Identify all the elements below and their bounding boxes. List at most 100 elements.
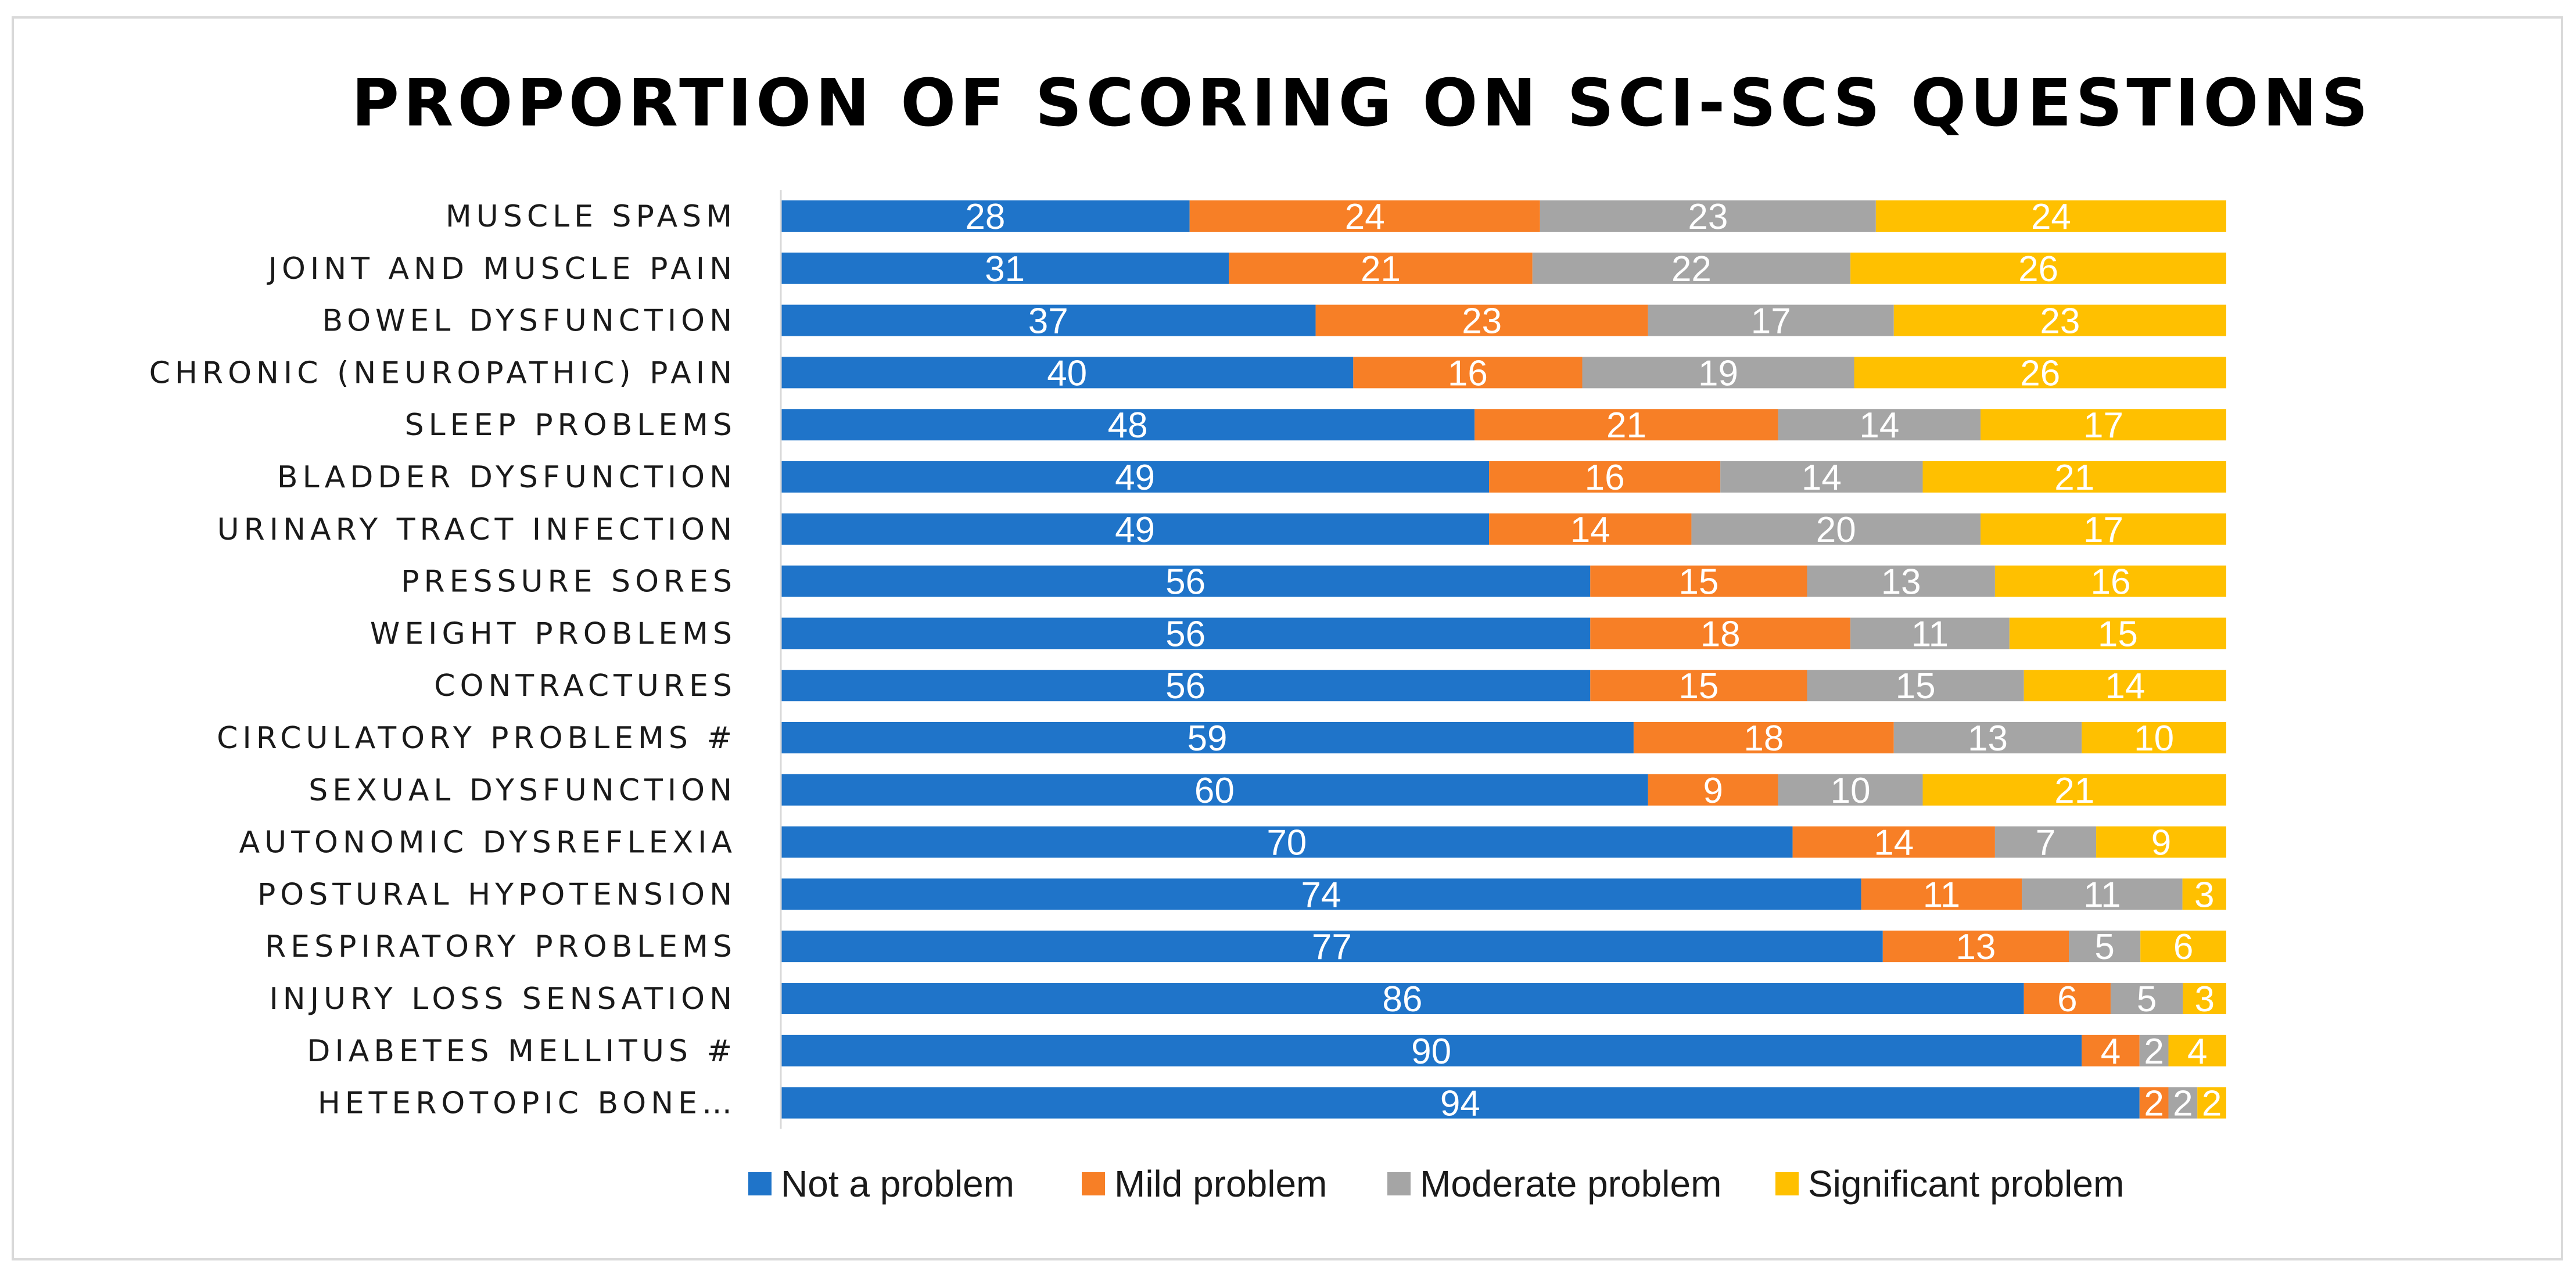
data-label-significant-problem-sleep-problems: 17 — [2083, 405, 2123, 446]
bar-moderate-problem-autonomic-dysreflexia — [1994, 826, 2097, 858]
bar-significant-problem-urinary-tract-infection — [1981, 513, 2226, 545]
data-label-not-a-problem-heterotopic-bone: 94 — [1440, 1084, 1480, 1124]
data-label-significant-problem-diabetes-mellitus: 4 — [2187, 1032, 2207, 1072]
data-label-mild-problem-pressure-sores: 15 — [1678, 562, 1718, 602]
data-label-significant-problem-circulatory-problems: 10 — [2134, 719, 2174, 759]
data-label-not-a-problem-circulatory-problems: 59 — [1187, 719, 1227, 759]
category-label-sleep-problems: SLEEP PROBLEMS — [405, 408, 737, 443]
category-label-postural-hypotension: POSTURAL HYPOTENSION — [257, 877, 737, 912]
bar-not-a-problem-bowel-dysfunction — [781, 304, 1316, 336]
bar-moderate-problem-postural-hypotension — [2022, 878, 2183, 910]
data-label-significant-problem-injury-loss-sensation: 3 — [2194, 979, 2214, 1019]
bar-significant-problem-contractures — [2024, 670, 2226, 702]
data-label-significant-problem-muscle-spasm: 24 — [2031, 197, 2071, 237]
bar-not-a-problem-sexual-dysfunction — [781, 774, 1648, 806]
bar-moderate-problem-joint-and-muscle-pain — [1532, 252, 1851, 284]
category-label-weight-problems: WEIGHT PROBLEMS — [370, 616, 737, 651]
data-label-mild-problem-urinary-tract-infection: 14 — [1570, 510, 1610, 550]
category-label-circulatory-problems: CIRCULATORY PROBLEMS # — [217, 721, 737, 756]
bar-significant-problem-weight-problems — [2009, 617, 2226, 649]
bar-mild-problem-sexual-dysfunction — [1648, 774, 1778, 806]
bar-not-a-problem-weight-problems — [781, 617, 1591, 649]
data-label-significant-problem-postural-hypotension: 3 — [2194, 875, 2214, 915]
data-label-not-a-problem-muscle-spasm: 28 — [965, 197, 1005, 237]
data-label-moderate-problem-bowel-dysfunction: 17 — [1751, 301, 1791, 342]
data-label-significant-problem-autonomic-dysreflexia: 9 — [2151, 823, 2171, 863]
bar-not-a-problem-chronic-neuropathic-pain — [781, 357, 1354, 389]
bar-not-a-problem-circulatory-problems — [781, 722, 1634, 753]
bar-mild-problem-autonomic-dysreflexia — [1792, 826, 1995, 858]
data-label-mild-problem-circulatory-problems: 18 — [1743, 719, 1784, 759]
data-label-not-a-problem-respiratory-problems: 77 — [1312, 927, 1352, 967]
data-label-not-a-problem-joint-and-muscle-pain: 31 — [985, 249, 1025, 289]
chart-svg: PROPORTION OF SCORING ON SCI-SCS QUESTIO… — [149, 66, 2372, 1205]
data-label-mild-problem-sleep-problems: 21 — [1606, 405, 1646, 446]
category-label-urinary-tract-infection: URINARY TRACT INFECTION — [217, 512, 737, 547]
bar-not-a-problem-injury-loss-sensation — [781, 983, 2024, 1014]
bar-moderate-problem-heterotopic-bone — [2168, 1087, 2198, 1119]
bar-not-a-problem-respiratory-problems — [781, 931, 1883, 962]
data-label-moderate-problem-urinary-tract-infection: 20 — [1816, 510, 1856, 550]
bar-significant-problem-injury-loss-sensation — [2183, 983, 2226, 1014]
legend-label-moderate-problem: Moderate problem — [1420, 1163, 1721, 1205]
data-label-significant-problem-urinary-tract-infection: 17 — [2083, 510, 2123, 550]
bar-moderate-problem-diabetes-mellitus — [2139, 1035, 2169, 1066]
bar-significant-problem-bladder-dysfunction — [1922, 461, 2226, 493]
bar-moderate-problem-urinary-tract-infection — [1691, 513, 1981, 545]
bar-not-a-problem-sleep-problems — [781, 409, 1475, 441]
category-label-respiratory-problems: RESPIRATORY PROBLEMS — [265, 929, 737, 964]
data-label-moderate-problem-contractures: 15 — [1896, 666, 1936, 706]
data-label-not-a-problem-diabetes-mellitus: 90 — [1411, 1032, 1451, 1072]
data-label-moderate-problem-chronic-neuropathic-pain: 19 — [1698, 353, 1738, 393]
category-label-muscle-spasm: MUSCLE SPASM — [446, 199, 737, 234]
data-label-moderate-problem-autonomic-dysreflexia: 7 — [2036, 823, 2055, 863]
data-label-not-a-problem-bowel-dysfunction: 37 — [1028, 301, 1068, 342]
category-label-heterotopic-bone: HETEROTOPIC BONE… — [318, 1086, 737, 1121]
data-label-not-a-problem-chronic-neuropathic-pain: 40 — [1047, 353, 1087, 393]
data-label-significant-problem-bowel-dysfunction: 23 — [2040, 301, 2080, 342]
data-label-moderate-problem-bladder-dysfunction: 14 — [1802, 458, 1842, 498]
bar-moderate-problem-bladder-dysfunction — [1720, 461, 1923, 493]
bar-not-a-problem-autonomic-dysreflexia — [781, 826, 1793, 858]
legend-swatch-moderate-problem — [1387, 1172, 1411, 1195]
bar-significant-problem-chronic-neuropathic-pain — [1854, 357, 2226, 389]
data-label-not-a-problem-bladder-dysfunction: 49 — [1115, 458, 1155, 498]
data-label-not-a-problem-postural-hypotension: 74 — [1301, 875, 1341, 915]
bar-not-a-problem-joint-and-muscle-pain — [781, 252, 1229, 284]
bar-not-a-problem-urinary-tract-infection — [781, 513, 1490, 545]
bar-mild-problem-injury-loss-sensation — [2024, 983, 2111, 1014]
bar-mild-problem-sleep-problems — [1474, 409, 1778, 441]
bar-not-a-problem-muscle-spasm — [781, 200, 1190, 232]
bar-moderate-problem-respiratory-problems — [2069, 931, 2141, 962]
bar-significant-problem-pressure-sores — [1994, 565, 2226, 597]
bar-mild-problem-diabetes-mellitus — [2082, 1035, 2140, 1066]
bar-not-a-problem-heterotopic-bone — [781, 1087, 2140, 1119]
bar-moderate-problem-sexual-dysfunction — [1778, 774, 1923, 806]
data-label-significant-problem-chronic-neuropathic-pain: 26 — [2020, 353, 2060, 393]
chart-title: PROPORTION OF SCORING ON SCI-SCS QUESTIO… — [351, 66, 2372, 141]
bar-moderate-problem-circulatory-problems — [1893, 722, 2082, 753]
data-label-moderate-problem-heterotopic-bone: 2 — [2173, 1084, 2193, 1124]
category-label-pressure-sores: PRESSURE SORES — [401, 565, 737, 599]
legend-swatch-mild-problem — [1082, 1172, 1105, 1195]
data-label-mild-problem-heterotopic-bone: 2 — [2144, 1084, 2164, 1124]
bar-moderate-problem-pressure-sores — [1807, 565, 1995, 597]
bar-mild-problem-urinary-tract-infection — [1489, 513, 1692, 545]
bar-significant-problem-circulatory-problems — [2082, 722, 2226, 753]
data-label-moderate-problem-postural-hypotension: 11 — [2083, 875, 2121, 915]
bar-significant-problem-bowel-dysfunction — [1893, 304, 2226, 336]
category-labels: MUSCLE SPASM JOINT AND MUSCLE PAIN BOWEL D… — [149, 199, 737, 1121]
category-label-sexual-dysfunction: SEXUAL DYSFUNCTION — [308, 773, 737, 808]
bar-moderate-problem-bowel-dysfunction — [1648, 304, 1894, 336]
category-label-bladder-dysfunction: BLADDER DYSFUNCTION — [277, 460, 737, 495]
bar-moderate-problem-sleep-problems — [1778, 409, 1981, 441]
bar-mild-problem-bladder-dysfunction — [1489, 461, 1721, 493]
legend-swatch-significant-problem — [1775, 1172, 1799, 1195]
chart-frame: PROPORTION OF SCORING ON SCI-SCS QUESTIO… — [12, 16, 2563, 1260]
data-label-moderate-problem-joint-and-muscle-pain: 22 — [1671, 249, 1712, 289]
bar-significant-problem-sexual-dysfunction — [1922, 774, 2226, 806]
data-label-mild-problem-joint-and-muscle-pain: 21 — [1361, 249, 1401, 289]
bar-mild-problem-chronic-neuropathic-pain — [1353, 357, 1583, 389]
data-label-mild-problem-contractures: 15 — [1678, 666, 1718, 706]
